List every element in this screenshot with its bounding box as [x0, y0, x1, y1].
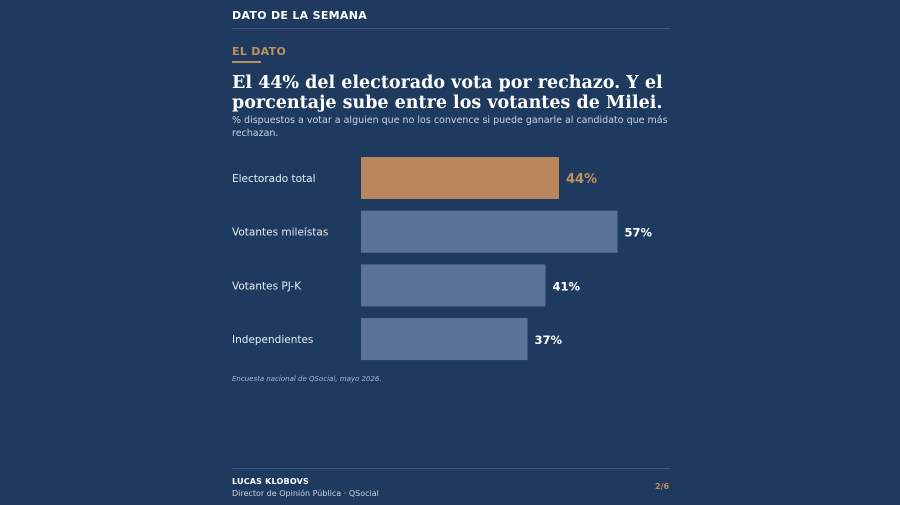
category-label: Votantes mileístas	[232, 227, 328, 239]
bar	[361, 210, 618, 253]
kicker-underline	[232, 61, 261, 63]
chart-subtitle: % dispuestos a votar a alguien que no lo…	[232, 115, 668, 139]
category-label: Electorado total	[232, 173, 316, 185]
bar	[361, 264, 546, 307]
kicker-label: EL DATO	[232, 45, 287, 58]
value-label: 37%	[535, 333, 563, 347]
source-note: Encuesta nacional de QSocial, mayo 2026.	[232, 375, 382, 383]
value-label: 41%	[553, 279, 581, 293]
author-name: LUCAS KLOBOVS	[232, 477, 309, 486]
header-divider	[232, 28, 670, 29]
author-role: Director de Opinión Pública · QSocial	[232, 489, 379, 498]
category-label: Votantes PJ-K	[232, 280, 302, 292]
header-title: DATO DE LA SEMANA	[232, 9, 368, 22]
chart-title: El 44% del electorado vota por rechazo. …	[232, 73, 663, 113]
page-number: 2/6	[655, 482, 670, 491]
category-label: Independientes	[232, 334, 313, 346]
bar	[361, 157, 559, 199]
value-label: 57%	[625, 226, 653, 240]
value-label: 44%	[566, 172, 597, 187]
footer-divider	[232, 468, 670, 469]
bar	[361, 318, 528, 361]
